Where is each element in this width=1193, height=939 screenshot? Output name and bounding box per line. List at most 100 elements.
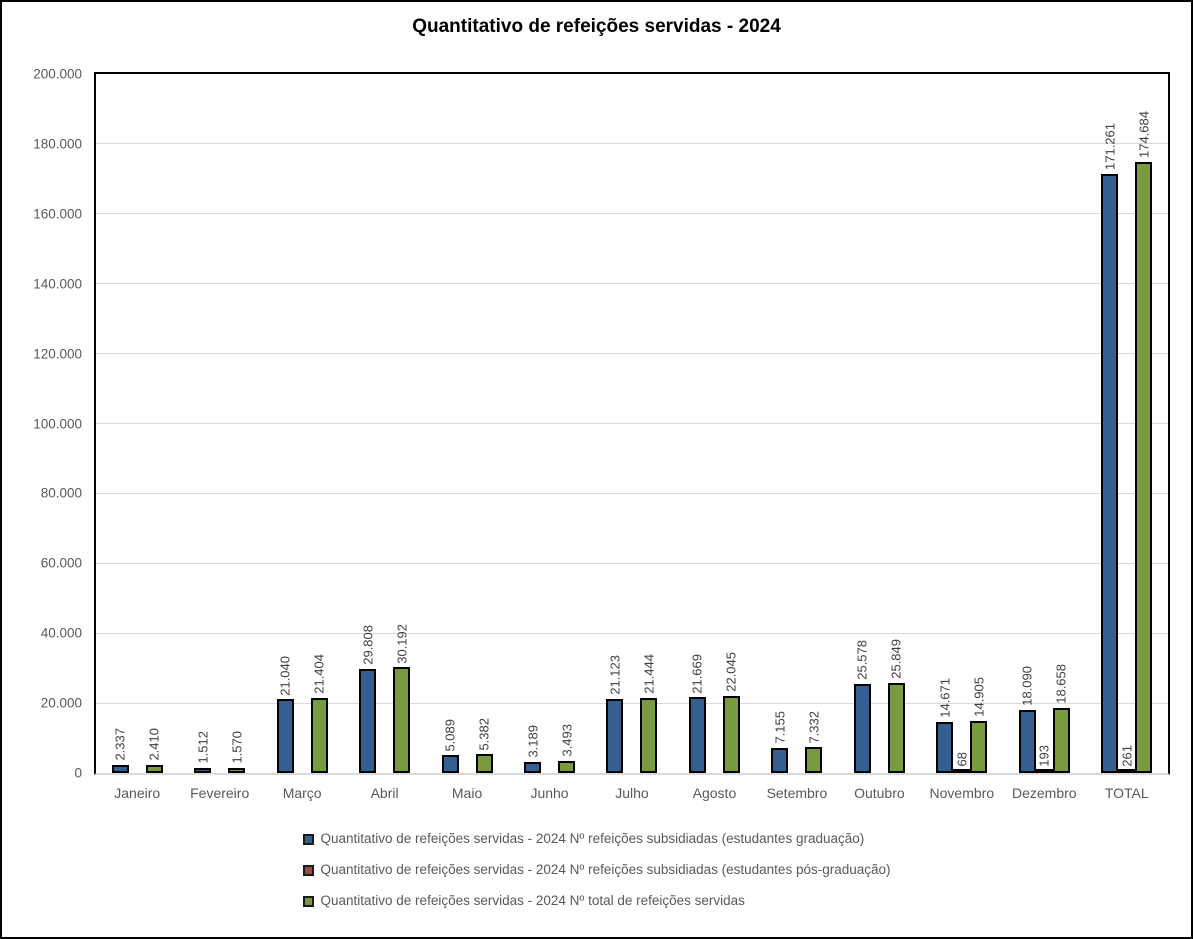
bar [805, 747, 823, 773]
bar-value-label: 193 [1036, 744, 1052, 767]
legend-label: Quantitativo de refeições servidas - 202… [320, 831, 865, 846]
bar-value-label: 3.189 [525, 725, 541, 758]
bar-value-label: 21.040 [277, 655, 293, 696]
x-category-label: Maio [451, 785, 483, 801]
bar [524, 761, 542, 773]
bar-value-label: 22.045 [723, 652, 739, 692]
x-category-label: Março [282, 785, 322, 801]
bar [310, 698, 328, 773]
bar [111, 764, 129, 773]
bar [771, 748, 789, 773]
chart-title: Quantitativo de refeições servidas - 202… [412, 16, 781, 37]
bar-value-label: 25.849 [888, 638, 904, 679]
bar-group: 7.155 7.332 [756, 74, 838, 773]
bar [359, 668, 377, 773]
y-tick-label: 140.000 [33, 276, 82, 292]
bar-value-label: 5.382 [476, 717, 492, 751]
bar [441, 755, 459, 773]
bar-value-label: 18.090 [1019, 666, 1035, 706]
gridline [96, 353, 1168, 355]
y-tick-label: 40.000 [40, 625, 82, 641]
y-tick-label: 80.000 [40, 485, 82, 501]
x-category-label: Novembro [929, 785, 995, 801]
bar-value-label: 21.123 [607, 655, 623, 696]
x-category-label: Junho [530, 785, 569, 801]
bar-group: 2.337 2.410 [96, 74, 178, 773]
bar-value-label: 2.410 [146, 728, 162, 761]
bar-group: 29.808 30.192 [343, 74, 425, 773]
bar-value-label: 171.261 [1102, 123, 1118, 171]
bar-group: 18.090 193 18.658 [1003, 74, 1085, 773]
legend-item: Quantitativo de refeições servidas - 202… [302, 861, 891, 879]
bar [1018, 709, 1036, 773]
legend-item: Quantitativo de refeições servidas - 202… [302, 830, 865, 848]
legend-items: Quantitativo de refeições servidas - 202… [302, 830, 891, 923]
gridline [96, 423, 1168, 424]
bar-value-label: 14.905 [971, 677, 987, 717]
y-tick-label: 200.000 [33, 66, 82, 82]
legend-item: Quantitativo de refeições servidas - 202… [302, 892, 745, 910]
gridline [96, 702, 1168, 704]
bar [853, 683, 871, 773]
bar [1052, 707, 1070, 773]
bar-group: 21.040 21.404 [261, 74, 343, 773]
bar [953, 769, 971, 773]
y-tick-label: 60.000 [40, 555, 82, 571]
bar-value-label: 29.808 [360, 625, 376, 665]
x-category-label: Setembro [766, 785, 828, 801]
gridline [96, 632, 1168, 634]
bar-value-label: 30.192 [394, 623, 410, 664]
bar [194, 767, 212, 773]
bar-value-label: 7.332 [806, 710, 822, 744]
bar-group: 3.189 3.493 [508, 74, 590, 773]
x-category-label: Outubro [854, 785, 905, 801]
legend-marker-icon [302, 864, 314, 876]
bar-group: 5.089 5.382 [426, 74, 508, 773]
y-tick-label: 120.000 [33, 346, 82, 362]
legend-marker-icon [302, 895, 314, 907]
x-category-label: Fevereiro [190, 785, 250, 801]
legend-label: Quantitativo de refeições servidas - 202… [320, 893, 745, 908]
gridline [96, 213, 1168, 215]
bar-value-label: 25.578 [854, 639, 870, 680]
bar-group: 1.512 1.570 [178, 74, 260, 773]
bar-group: 21.123 21.444 [591, 74, 673, 773]
bar [1101, 174, 1119, 773]
bar [145, 764, 163, 773]
y-tick-label: 160.000 [33, 206, 82, 222]
plot-area: 2.337 2.410 1.512 1.570 21.040 21.404 29.808 30… [94, 72, 1170, 775]
bar-group: 14.671 68 14.905 [921, 74, 1003, 773]
bar-value-label: 174.684 [1136, 111, 1152, 159]
bar [887, 682, 905, 773]
bar [722, 695, 740, 773]
x-category-label: Dezembro [1011, 785, 1077, 801]
y-tick-label: 20.000 [40, 695, 82, 711]
y-tick-label: 100.000 [33, 416, 82, 431]
bar-value-label: 7.155 [772, 711, 788, 744]
x-category-label: Julho [615, 785, 649, 801]
bar [475, 754, 493, 773]
bar [640, 698, 658, 773]
bar [936, 721, 954, 773]
bar-value-label: 18.658 [1053, 664, 1069, 704]
bar [1135, 162, 1153, 773]
bar-value-label: 68 [954, 752, 970, 767]
y-axis: 0 20.000 40.000 60.000 80.000 100.000 120.000 1… [2, 67, 82, 781]
bar-value-label: 3.493 [559, 724, 575, 757]
bar-value-label: 21.444 [641, 654, 657, 695]
bar [228, 767, 246, 773]
bar-value-label: 14.671 [937, 677, 953, 718]
bar [688, 697, 706, 773]
bar [393, 667, 411, 773]
bar-value-label: 1.512 [195, 731, 211, 764]
bar-group: 25.578 25.849 [838, 74, 920, 773]
bar [970, 720, 988, 773]
x-axis: Janeiro Fevereiro Março Abril Maio Junho Julho… [96, 785, 1168, 807]
bar [606, 699, 624, 773]
gridline [96, 492, 1168, 494]
y-tick-label: 0 [74, 765, 82, 781]
legend-marker-icon [302, 833, 314, 845]
gridline [96, 283, 1168, 285]
bar-value-label: 5.089 [442, 718, 458, 752]
bar [276, 699, 294, 773]
